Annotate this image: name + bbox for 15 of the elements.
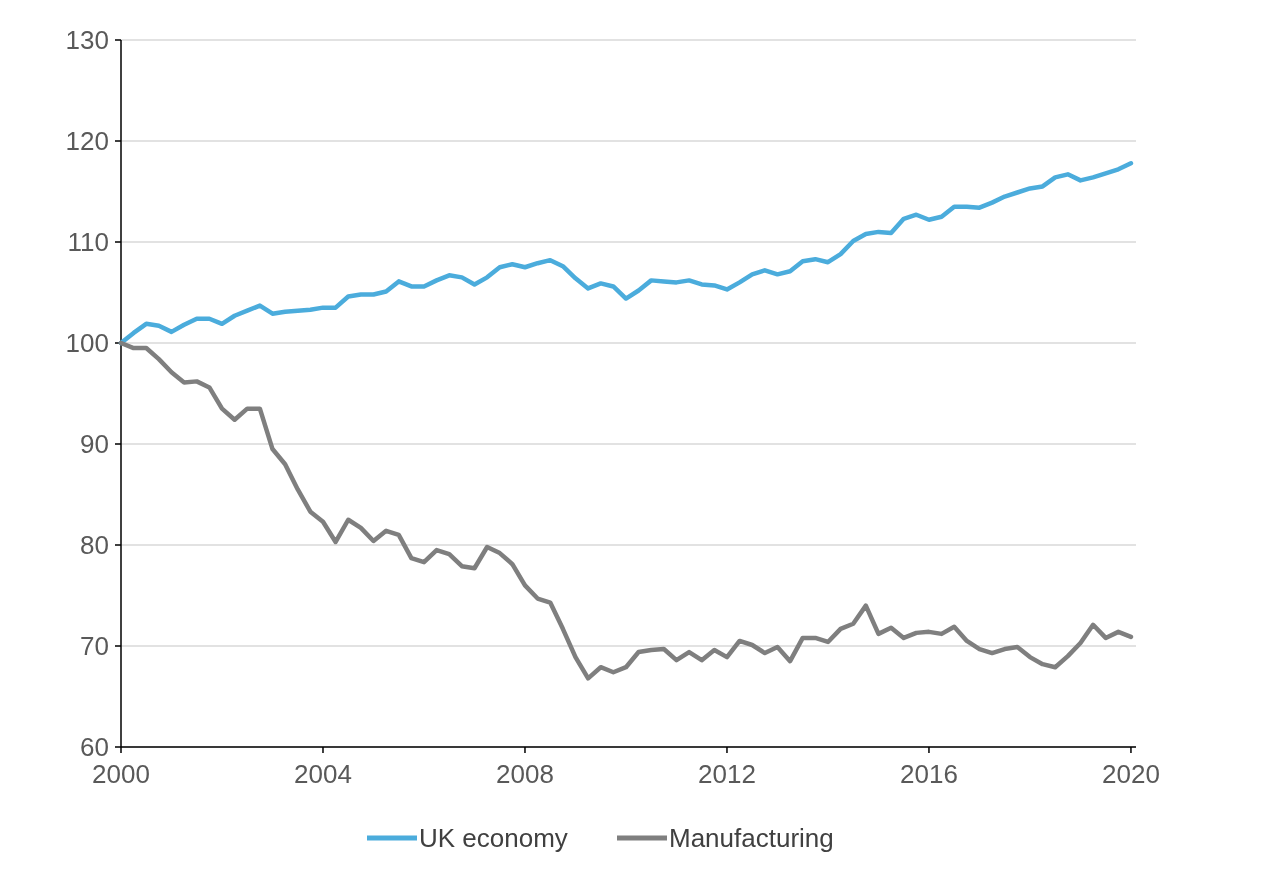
y-tick-label: 70: [80, 631, 109, 662]
y-tick-label: 120: [65, 126, 109, 157]
y-tick-label: 100: [65, 328, 109, 359]
y-tick-label: 110: [67, 227, 109, 258]
x-tick-label: 2012: [698, 759, 756, 789]
y-tick-label: 80: [80, 530, 109, 561]
x-tick-label: 2016: [900, 759, 958, 789]
x-tick-label: 2004: [294, 759, 352, 789]
legend-label: UK economy: [419, 823, 568, 854]
x-tick-label: 2020: [1102, 759, 1160, 789]
y-tick-label: 90: [80, 429, 109, 460]
x-tick-label: 2008: [496, 759, 554, 789]
y-tick-label: 130: [65, 25, 109, 56]
line-series: [118, 340, 1134, 681]
legend-label: Manufacturing: [669, 823, 834, 854]
